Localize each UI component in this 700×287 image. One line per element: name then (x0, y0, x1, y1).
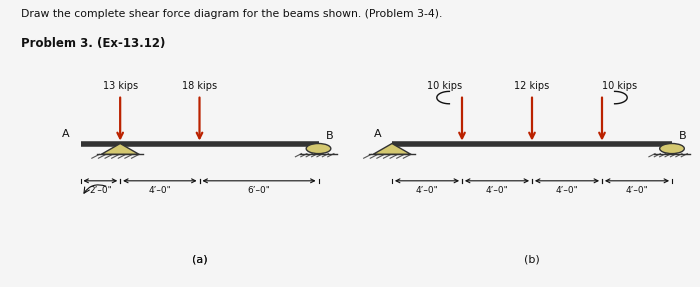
Text: A: A (374, 129, 382, 139)
Text: B: B (326, 131, 333, 141)
Text: Problem 3. (Ex-13.12): Problem 3. (Ex-13.12) (21, 37, 165, 50)
Text: 4’–0": 4’–0" (556, 186, 578, 195)
Text: 10 kips: 10 kips (427, 81, 462, 91)
Text: 4’–0": 4’–0" (626, 186, 648, 195)
Text: 6’–0": 6’–0" (248, 186, 270, 195)
Text: A: A (62, 129, 70, 139)
Text: B: B (679, 131, 687, 141)
Circle shape (659, 144, 685, 154)
Text: 4’–0": 4’–0" (148, 186, 172, 195)
Text: (a): (a) (192, 254, 207, 264)
Polygon shape (102, 144, 139, 154)
Text: Draw the complete shear force diagram for the beams shown. (Problem 3-4).: Draw the complete shear force diagram fo… (21, 9, 442, 19)
Text: 4’–0": 4’–0" (486, 186, 508, 195)
Text: (b): (b) (524, 254, 540, 264)
Text: 13 kips: 13 kips (103, 81, 138, 91)
Text: 4’–0": 4’–0" (416, 186, 438, 195)
Text: 2’–0": 2’–0" (89, 186, 112, 195)
Text: (a): (a) (192, 254, 207, 264)
Text: 10 kips: 10 kips (602, 81, 637, 91)
Circle shape (306, 144, 331, 154)
Text: 12 kips: 12 kips (514, 81, 550, 91)
Text: 18 kips: 18 kips (182, 81, 217, 91)
Polygon shape (373, 144, 411, 154)
